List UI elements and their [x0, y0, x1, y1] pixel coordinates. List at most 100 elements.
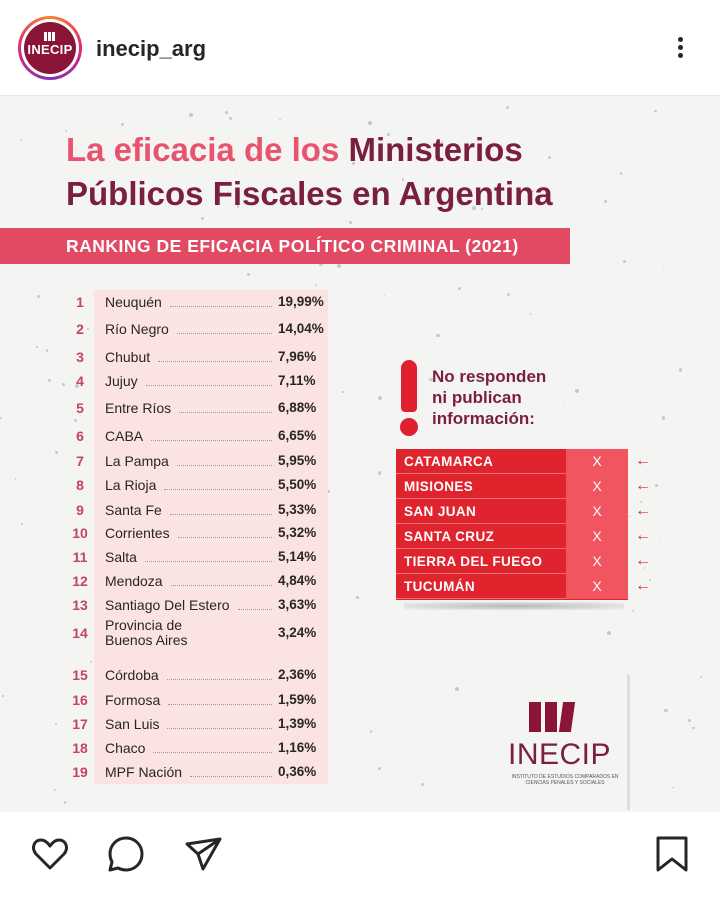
texture-speck: [562, 401, 564, 403]
ranking-row: 6 CABA 6,65%: [60, 428, 340, 448]
texture-speck: [443, 166, 445, 168]
texture-speck: [622, 259, 626, 263]
avatar[interactable]: INECIP: [18, 16, 82, 80]
texture-speck: [654, 484, 659, 488]
texture-speck: [120, 122, 125, 127]
texture-speck: [603, 199, 608, 204]
ranking-number: 5: [76, 400, 84, 416]
send-icon[interactable]: [184, 834, 224, 874]
post-header: INECIP inecip_arg: [0, 0, 720, 96]
ranking-row: 15 Córdoba 2,36%: [60, 667, 340, 687]
texture-speck: [225, 111, 229, 114]
ranking-row: 19 MPF Nación 0,36%: [60, 764, 340, 784]
texture-speck: [386, 133, 390, 137]
texture-speck: [64, 801, 67, 804]
ranking-number: 13: [72, 597, 88, 613]
texture-speck: [55, 723, 58, 726]
arrow-left-icon: ←: [635, 502, 651, 519]
ranking-number: 12: [72, 573, 88, 589]
province-name: CATAMARCA: [404, 454, 494, 469]
ranking-leader-dots: [153, 752, 272, 753]
ranking-row: 5 Entre Ríos 6,88%: [60, 400, 340, 420]
texture-speck: [457, 286, 461, 290]
ranking-value: 5,32%: [278, 525, 317, 540]
ranking-value: 1,39%: [278, 716, 317, 731]
post-actions: [0, 812, 720, 897]
texture-speck: [506, 292, 511, 297]
bookmark-icon[interactable]: [652, 834, 692, 874]
province-name: SANTA CRUZ: [404, 529, 495, 544]
ranking-number: 19: [72, 764, 88, 780]
ranking-name: Entre Ríos: [105, 400, 172, 416]
texture-speck: [19, 139, 22, 142]
ranking-name-line1: Provincia de: [105, 617, 183, 633]
texture-speck: [672, 786, 674, 788]
ranking-row: 18 Chaco 1,16%: [60, 740, 340, 760]
texture-speck: [699, 675, 702, 678]
texture-speck: [89, 660, 92, 664]
username-link[interactable]: inecip_arg: [96, 36, 207, 61]
non-responding-row: SAN JUAN X: [396, 499, 628, 524]
x-mark-icon: X: [566, 474, 628, 499]
inecip-logo: [507, 700, 607, 800]
ranking-leader-dots: [169, 306, 272, 307]
texture-speck: [678, 368, 683, 372]
texture-speck: [229, 116, 233, 120]
ranking-leader-dots: [145, 385, 272, 386]
texture-speck: [348, 422, 350, 424]
non-responding-row: CATAMARCA X: [396, 449, 628, 474]
avatar-logo-mark: [43, 29, 57, 41]
ranking-number: 14: [72, 625, 88, 641]
texture-speck: [421, 782, 425, 787]
texture-speck: [643, 567, 646, 569]
texture-speck: [0, 416, 2, 419]
texture-speck: [75, 384, 79, 388]
ranking-number: 15: [72, 667, 88, 683]
ranking-number: 8: [76, 477, 84, 493]
ranking-leader-dots: [164, 489, 272, 490]
texture-speck: [234, 168, 237, 170]
texture-speck: [440, 403, 443, 405]
province-name: TIERRA DEL FUEGO: [404, 554, 543, 569]
x-mark-icon: X: [566, 499, 628, 524]
ranking-value: 1,59%: [278, 692, 317, 707]
texture-speck: [440, 140, 443, 143]
comment-icon[interactable]: [106, 834, 146, 874]
ranking-name: Chubut: [105, 349, 151, 365]
ranking-row: 8 La Rioja 5,50%: [60, 477, 340, 497]
x-mark-icon: X: [566, 449, 628, 474]
texture-speck: [377, 471, 381, 475]
title-part1: La eficacia de los: [66, 131, 349, 168]
texture-speck: [384, 294, 386, 296]
ranking-row: 3 Chubut 7,96%: [60, 349, 340, 369]
texture-speck: [356, 596, 359, 599]
arrow-left-icon: ←: [635, 527, 651, 544]
texture-speck: [629, 515, 631, 517]
no-response-heading: No responden ni publican información:: [432, 366, 546, 429]
texture-speck: [692, 726, 695, 730]
ranking-number: 3: [76, 349, 84, 365]
ranking-leader-dots: [168, 704, 272, 705]
texture-speck: [521, 701, 523, 704]
ranking-value: 7,96%: [278, 349, 317, 364]
inecip-logo-mark: [529, 702, 579, 732]
ranking-row: 9 Santa Fe 5,33%: [60, 502, 340, 522]
texture-speck: [654, 109, 657, 113]
texture-speck: [326, 489, 330, 494]
ranking-row: 14 Provincia de Buenos Aires 3,24%: [60, 618, 340, 648]
ranking-name: Chaco: [105, 740, 146, 756]
no-response-line2: ni publican: [432, 388, 522, 407]
more-options-icon[interactable]: [670, 34, 690, 64]
ranking-number: 6: [76, 428, 84, 444]
texture-speck: [640, 500, 643, 503]
x-mark-icon: X: [566, 524, 628, 549]
non-responding-row: SANTA CRUZ X: [396, 524, 628, 549]
texture-speck: [663, 265, 665, 268]
ranking-value: 6,88%: [278, 400, 317, 415]
arrow-left-icon: ←: [635, 477, 651, 494]
texture-speck: [36, 346, 39, 349]
ranking-name: Provincia de Buenos Aires: [105, 618, 188, 648]
heart-icon[interactable]: [30, 834, 70, 874]
texture-speck: [436, 333, 441, 338]
province-name: TUCUMÁN: [404, 579, 476, 594]
